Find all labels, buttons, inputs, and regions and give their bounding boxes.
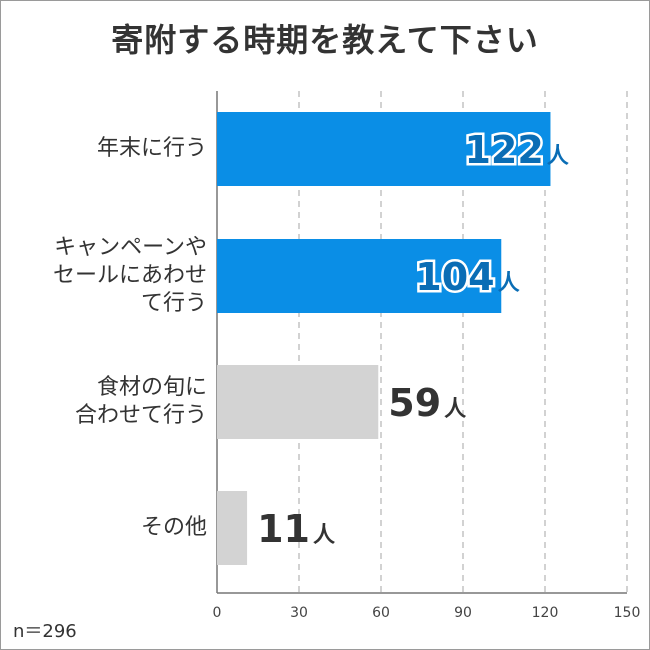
x-tick-label: 150: [614, 605, 641, 621]
chart-title: 寄附する時期を教えて下さい: [111, 21, 539, 59]
category-label-line: 合わせて行う: [74, 403, 207, 428]
x-tick-label: 120: [532, 605, 559, 621]
value-label: 104: [415, 255, 494, 299]
category-label-line: 年末に行う: [96, 136, 207, 161]
category-label: キャンペーンや セールにあわせて行う: [53, 234, 207, 318]
value-label: 59: [388, 381, 441, 425]
category-label: 年末に行う: [97, 135, 207, 163]
value-label: 122: [464, 128, 543, 172]
x-tick-label: 60: [372, 605, 390, 621]
bar: [217, 365, 379, 439]
value-unit: 人: [498, 271, 520, 296]
x-tick-label: 30: [290, 605, 308, 621]
bar: [217, 239, 502, 313]
value-label: 11: [257, 507, 310, 551]
category-label: 食材の旬に合わせて行う: [75, 374, 207, 430]
value-unit: 人: [313, 523, 335, 548]
category-label-line: キャンペーンや: [54, 235, 207, 260]
category-label-line: て行う: [140, 291, 207, 316]
category-label-line: その他: [140, 515, 207, 540]
x-tick-label: 90: [454, 605, 472, 621]
category-label-line: セールにあわせ: [52, 263, 207, 288]
x-tick-label: 0: [213, 605, 222, 621]
category-label: その他: [141, 514, 207, 542]
value-unit: 人: [444, 397, 466, 422]
bar: [217, 491, 248, 565]
value-unit: 人: [547, 144, 569, 169]
category-label-line: 食材の旬に: [96, 375, 207, 400]
bar: [217, 112, 551, 186]
sample-size-note: n＝296: [13, 621, 77, 642]
